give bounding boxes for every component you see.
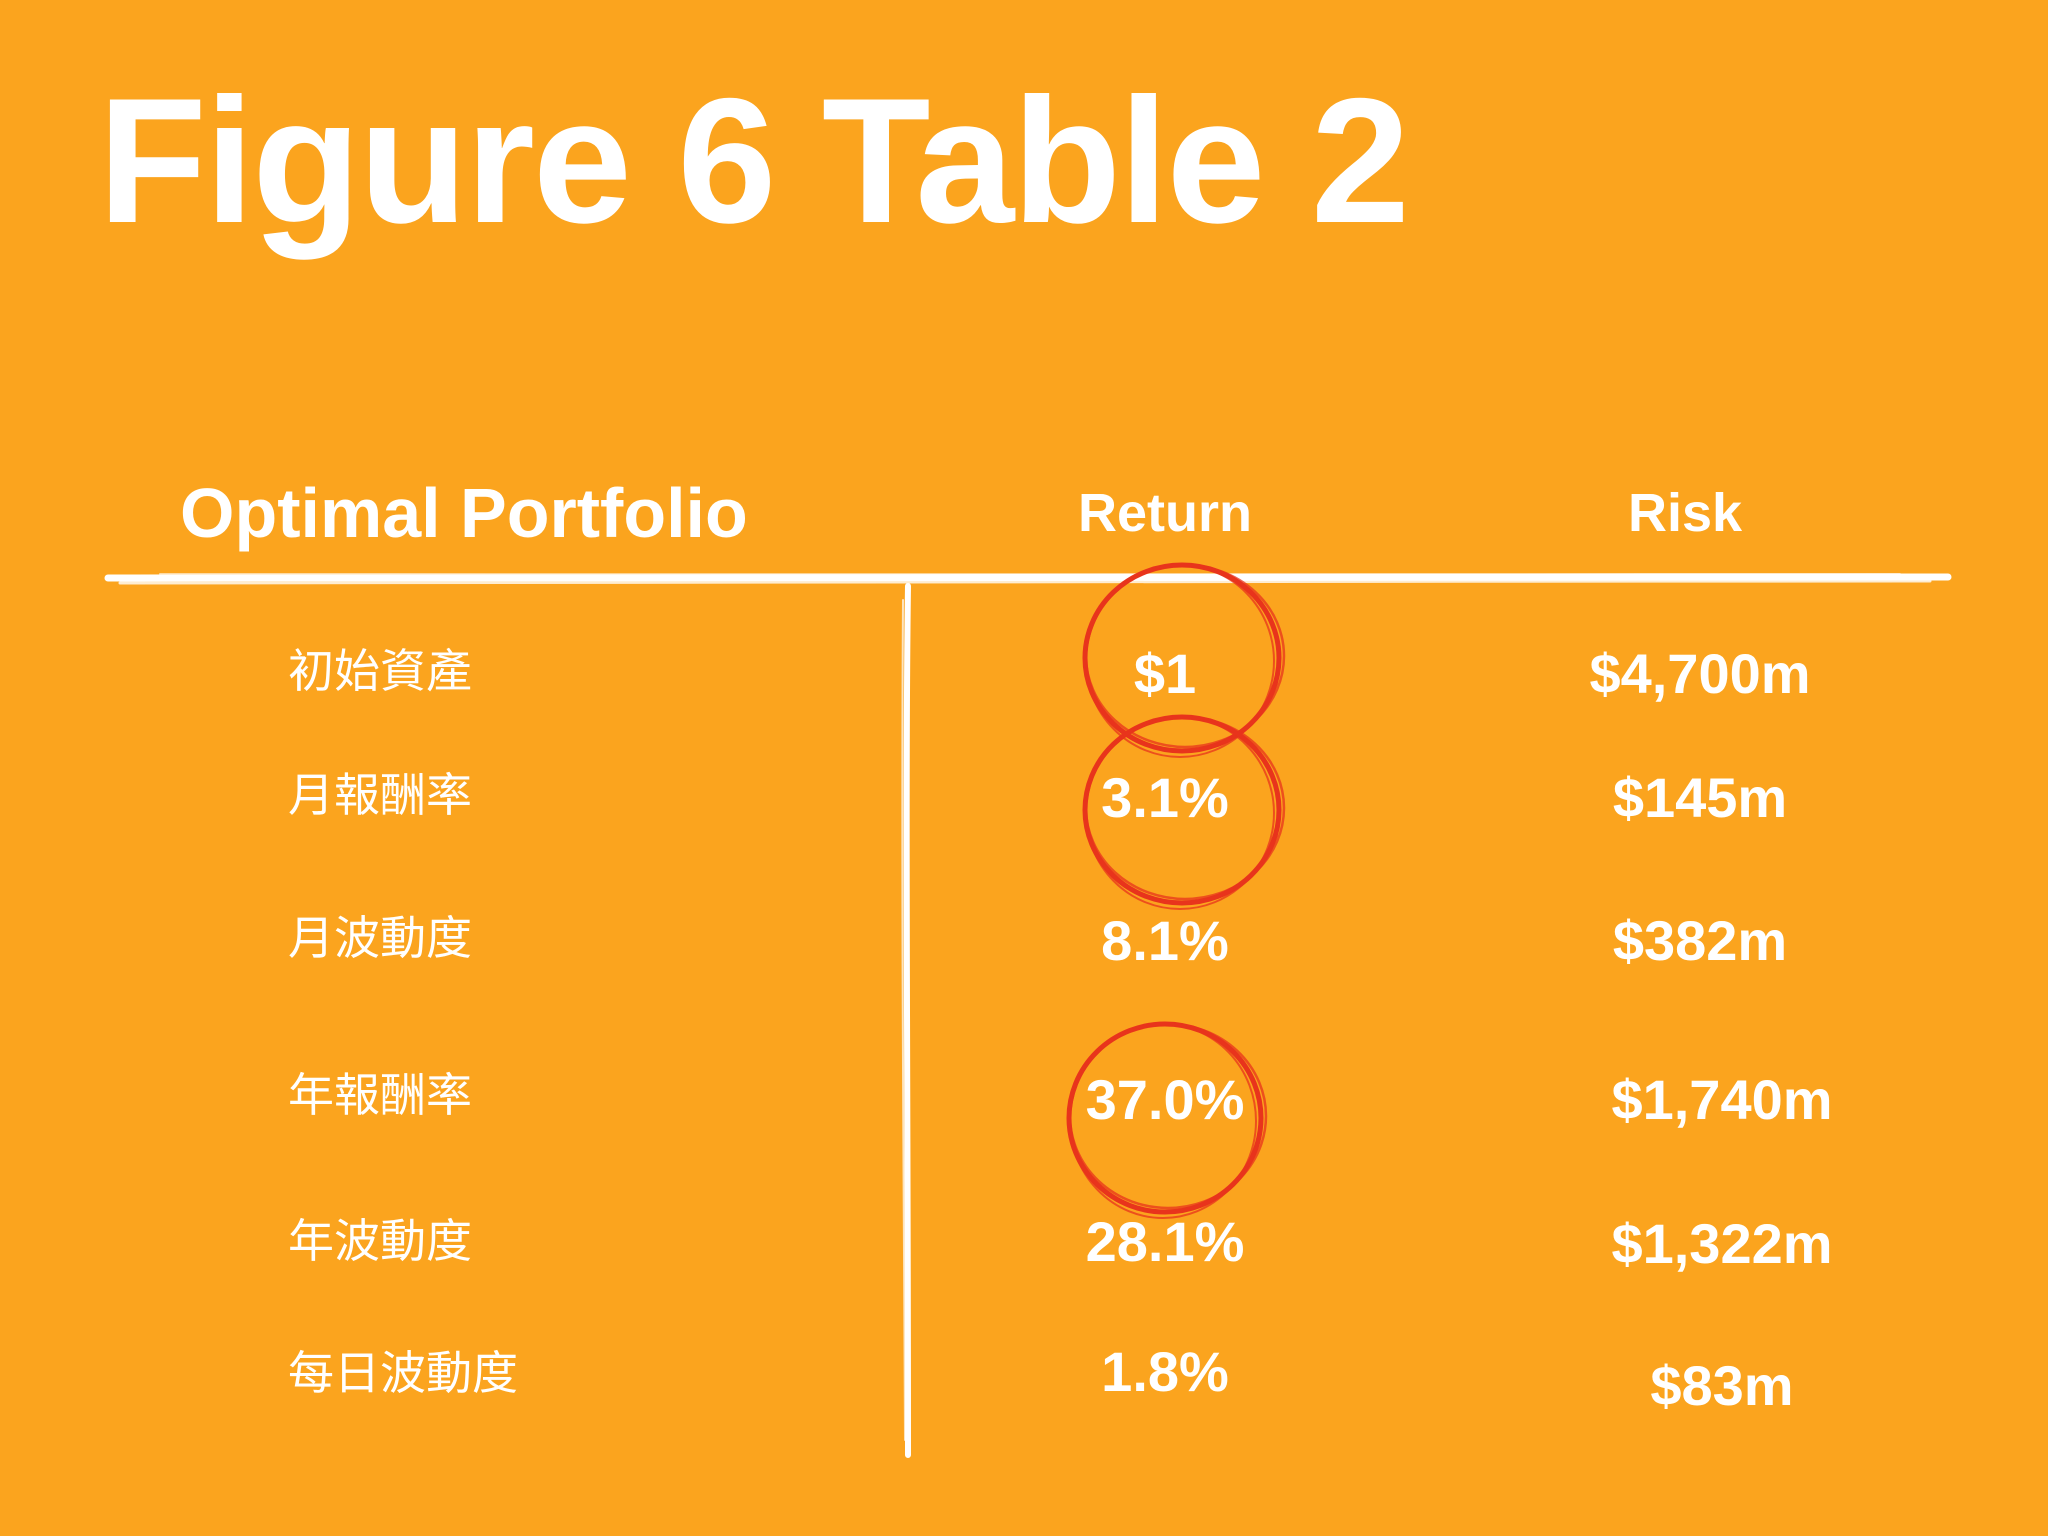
header-optimal-portfolio: Optimal Portfolio (180, 474, 748, 552)
row-risk-value: $145m (1612, 766, 1788, 829)
row-label: 初始資產 (288, 644, 472, 698)
header-return: Return (1078, 483, 1252, 543)
row-label: 每日波動度 (288, 1346, 518, 1400)
vertical-rule (901, 583, 911, 1458)
horizontal-rule (104, 572, 1952, 586)
row-risk-value: $4,700m (1589, 642, 1811, 705)
row-return-value: $1 (1133, 642, 1197, 705)
row-return-value: 28.1% (1085, 1210, 1245, 1273)
row-risk-value: $1,322m (1611, 1212, 1833, 1275)
row-return-value: 3.1% (1101, 766, 1229, 829)
row-label: 年波動度 (288, 1214, 472, 1268)
row-risk-value: $83m (1650, 1354, 1794, 1417)
header-risk: Risk (1627, 483, 1743, 543)
row-risk-value: $382m (1612, 909, 1788, 972)
row-return-value: 37.0% (1085, 1068, 1245, 1131)
row-risk-value: $1,740m (1611, 1068, 1833, 1131)
row-label: 年報酬率 (288, 1068, 472, 1122)
row-label: 月波動度 (288, 911, 472, 965)
row-label: 月報酬率 (288, 768, 472, 822)
slide-title: Figure 6 Table 2 (98, 61, 1410, 260)
row-return-value: 1.8% (1101, 1340, 1229, 1403)
row-return-value: 8.1% (1101, 909, 1229, 972)
